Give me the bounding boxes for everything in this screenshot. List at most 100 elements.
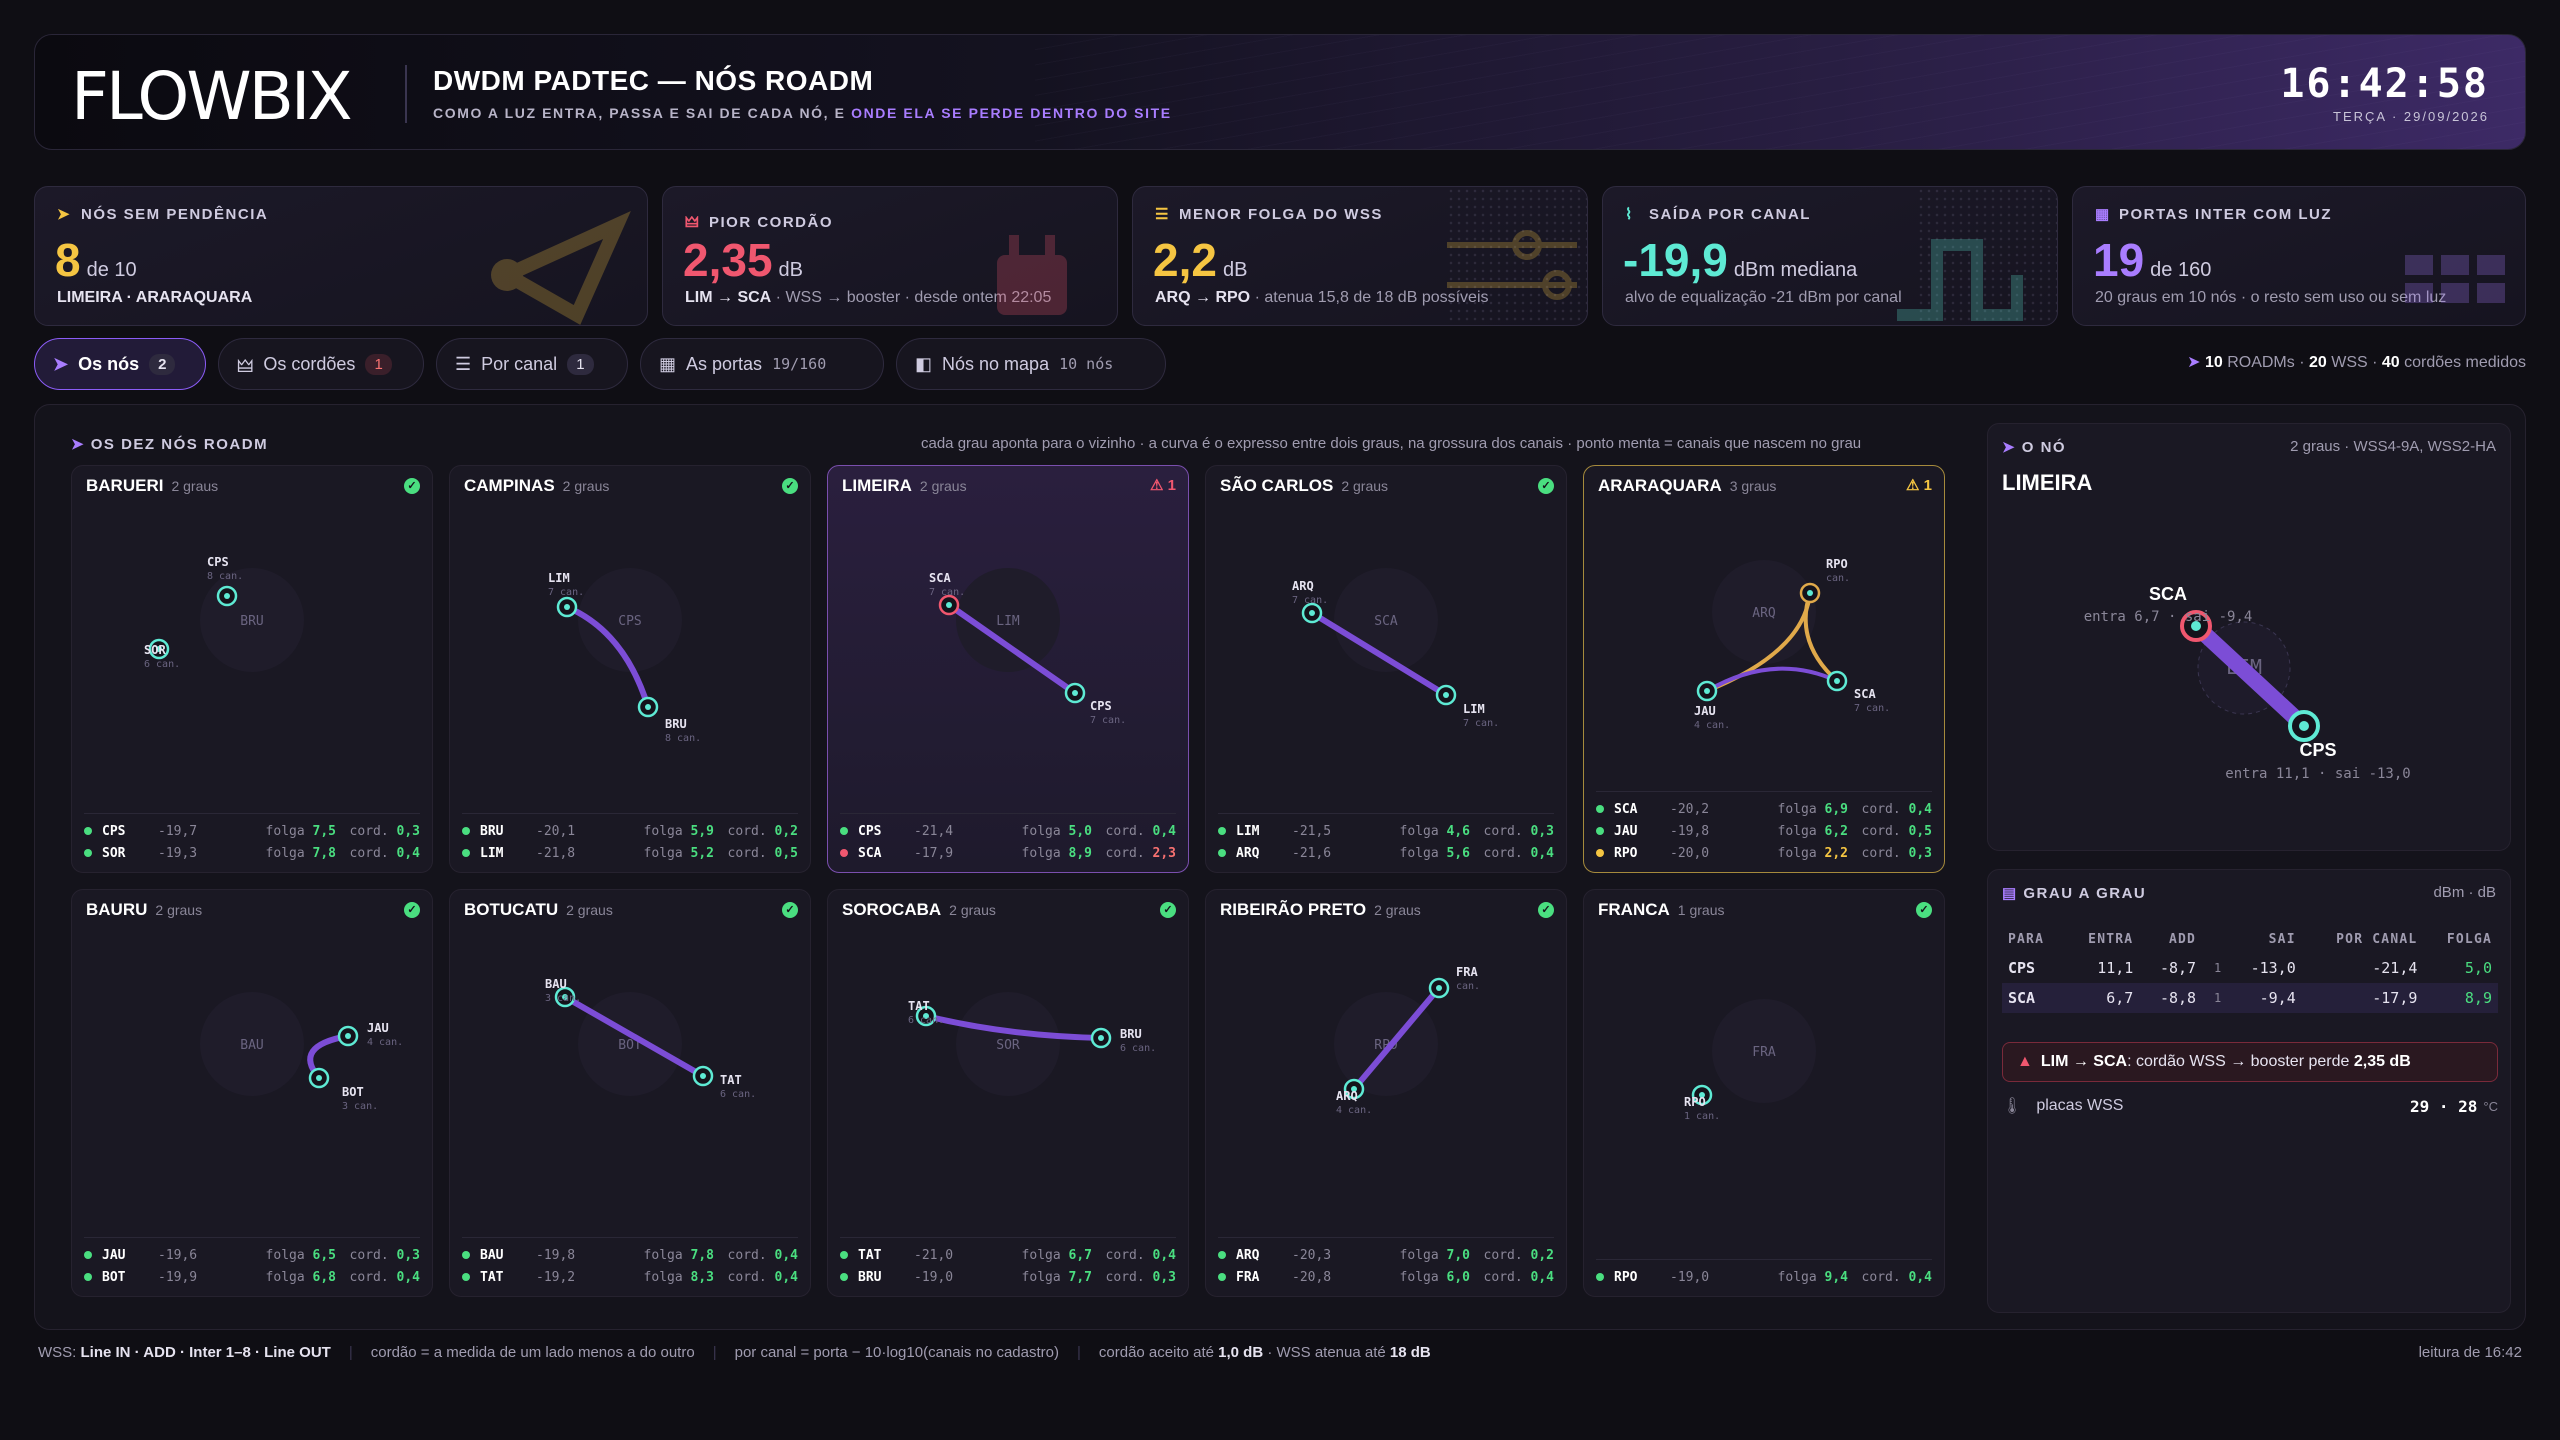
status-dot <box>840 1273 848 1281</box>
express-path <box>2188 618 2312 734</box>
kpi-ports-with-light[interactable]: ▦ PORTAS INTER COM LUZ 19 de 160 20 graus … <box>2072 186 2526 326</box>
neighbor-code: TAT <box>858 1247 882 1263</box>
node-degrees: 2 graus <box>155 902 203 918</box>
level-value: -20,0 <box>1670 845 1710 861</box>
pulse-icon: ⌇ <box>1625 206 1634 223</box>
list-item[interactable]: JAU -19,6 folga 6,5 cord. 0,3 <box>84 1244 420 1266</box>
cord-alert[interactable]: ▲ LIM → SCA: cordão WSS → booster perde 2… <box>2002 1042 2498 1082</box>
level-value: -21,8 <box>536 845 576 861</box>
status-dot <box>462 1273 470 1281</box>
node-card-sca[interactable]: SÃO CARLOS 2 graus ✓ SCA ARQ 7 can. LIM 7 can. L… <box>1205 465 1567 873</box>
tab-nodes[interactable]: ➤ Os nós 2 <box>34 338 206 390</box>
node-card-bru[interactable]: BARUERI 2 graus ✓ BRU CPS 8 can. SOR 6 can. CPS -… <box>71 465 433 873</box>
node-card-bau[interactable]: BAURU 2 graus ✓ BAU JAU 4 can. BOT 3 can. JAU -19… <box>71 889 433 1297</box>
tab-per-channel[interactable]: ☰ Por canal 1 <box>436 338 628 390</box>
node-card-rpo[interactable]: RIBEIRÃO PRETO 2 graus ✓ RPO FRA can. ARQ 4 can… <box>1205 889 1567 1297</box>
neighbor-code: CPS <box>858 823 882 839</box>
status-dot <box>1218 1273 1226 1281</box>
level-value: -20,8 <box>1292 1269 1332 1285</box>
degree-port-dot <box>700 1073 706 1079</box>
node-card-cps[interactable]: CAMPINAS 2 graus ✓ CPS LIM 7 can. BRU 8 can. BRU… <box>449 465 811 873</box>
degree-channels: 8 can. <box>207 571 243 582</box>
node-card-arq[interactable]: ARARAQUARA 3 graus ⚠ 1 ARQ RPO can. JAU 4 can. S… <box>1583 465 1945 873</box>
tab-map[interactable]: ◧ Nós no mapa 10 nós <box>896 338 1166 390</box>
degree-port-dot <box>1699 1092 1705 1098</box>
margin: folga 5,2 <box>643 845 714 861</box>
node-degrees: 2 graus <box>566 902 613 918</box>
list-item[interactable]: BRU -20,1 folga 5,9 cord. 0,2 <box>462 820 798 842</box>
node-card-sor[interactable]: SOROCABA 2 graus ✓ SOR TAT 6 can. BRU 6 can. TAT… <box>827 889 1189 1297</box>
express-path <box>1351 985 1442 1092</box>
margin: folga 7,5 <box>265 823 336 839</box>
table-row[interactable]: CPS 11,1 -8,7 1 -13,0 -21,4 5,0 <box>2008 959 2492 977</box>
list-item[interactable]: TAT -19,2 folga 8,3 cord. 0,4 <box>462 1266 798 1288</box>
node-card-bot[interactable]: BOTUCATU 2 graus ✓ BOT BAU 3 can. TAT 6 can. BAU… <box>449 889 811 1297</box>
panel-unit: dBm · dB <box>2433 884 2496 901</box>
tab-cords[interactable]: 🜲 Os cordões 1 <box>218 338 424 390</box>
kpi-nodes-ok[interactable]: ➤ NÓS SEM PENDÊNCIA 8 de 10 LIMEIRA · ARAR… <box>34 186 648 326</box>
list-item[interactable]: FRA -20,8 folga 6,0 cord. 0,4 <box>1218 1266 1554 1288</box>
network-summary: ➤ 10 ROADMs · 20 WSS · 40 cordões medido… <box>2187 354 2526 371</box>
send-icon: ➤ <box>57 206 72 223</box>
main-panel: ➤ OS DEZ NÓS ROADM cada grau aponta para… <box>34 404 2526 1330</box>
list-item[interactable]: LIM -21,5 folga 4,6 cord. 0,3 <box>1218 820 1554 842</box>
degree-label: JAU <box>1694 704 1716 718</box>
degree-channels: 3 can. <box>342 1101 378 1112</box>
node-core-label: BOT <box>618 1038 642 1053</box>
degree-label: RPO <box>1826 557 1848 571</box>
kpi-output-per-channel[interactable]: ⌇ SAÍDA POR CANAL -19,9 dBm mediana alvo d… <box>1602 186 2058 326</box>
neighbor-code: RPO <box>1614 1269 1638 1285</box>
list-item[interactable]: CPS -19,7 folga 7,5 cord. 0,3 <box>84 820 420 842</box>
node-title: CAMPINAS <box>464 476 555 495</box>
tab-ports[interactable]: ▦ As portas 19/160 <box>640 338 884 390</box>
list-item[interactable]: CPS -21,4 folga 5,0 cord. 0,4 <box>840 820 1176 842</box>
node-title: BOTUCATU <box>464 900 559 919</box>
level-value: -20,2 <box>1670 801 1710 817</box>
list-item[interactable]: ARQ -21,6 folga 5,6 cord. 0,4 <box>1218 842 1554 864</box>
node-core-label: ARQ <box>1752 606 1776 621</box>
degree-label: CPS <box>207 555 229 569</box>
wss-temperature: 🌡 placas WSS 29 · 28 °C <box>2002 1096 2498 1116</box>
list-item[interactable]: BOT -19,9 folga 6,8 cord. 0,4 <box>84 1266 420 1288</box>
svg-text:FLOWBIX: FLOWBIX <box>71 59 351 129</box>
neighbor-code: JAU <box>1614 823 1638 839</box>
kpi-min-wss-margin[interactable]: ☰ MENOR FOLGA DO WSS 2,2 dB ARQ → RPO · at… <box>1132 186 1588 326</box>
degree-port-dot <box>345 1033 351 1039</box>
node-title: SOROCABA <box>842 900 942 919</box>
list-item[interactable]: SOR -19,3 folga 7,8 cord. 0,4 <box>84 842 420 864</box>
neighbor-code: CPS <box>102 823 126 839</box>
list-item[interactable]: LIM -21,8 folga 5,2 cord. 0,5 <box>462 842 798 864</box>
degree-port-dot <box>224 593 230 599</box>
cord-loss: cord. 0,4 <box>1861 1269 1932 1285</box>
margin: folga 8,3 <box>643 1269 714 1285</box>
node-core <box>578 568 682 672</box>
degree-channels: 7 can. <box>1292 595 1328 606</box>
ok-icon: ✓ <box>404 900 420 918</box>
send-icon: ➤ <box>71 436 86 453</box>
list-item[interactable]: SCA -17,9 folga 8,9 cord. 2,3 <box>840 842 1176 864</box>
node-core <box>1334 568 1438 672</box>
node-card-fra[interactable]: FRANCA 1 graus ✓ FRA RPO 1 can. RPO -19,0 folga … <box>1583 889 1945 1297</box>
node-name: BAURU 2 graus <box>86 900 202 920</box>
send-icon: ➤ <box>2187 354 2201 371</box>
degree-channels: can. <box>1826 573 1850 584</box>
list-item[interactable]: RPO -20,0 folga 2,2 cord. 0,3 <box>1596 842 1932 864</box>
list-item[interactable]: SCA -20,2 folga 6,9 cord. 0,4 <box>1596 798 1932 820</box>
table-row[interactable]: SCA 6,7 -8,8 1 -9,4 -17,9 8,9 <box>2002 983 2498 1013</box>
kpi-worst-cord[interactable]: 🜲 PIOR CORDÃO 2,35 dB LIM → SCA · WSS → bo… <box>662 186 1118 326</box>
node-diagram-panel: ➤ O NÓ 2 graus · WSS4-9A, WSS2-HA LIMEIR… <box>1987 423 2511 851</box>
node-card-lim[interactable]: LIMEIRA 2 graus ⚠ 1 LIM SCA 7 can. CPS 7 can. CP… <box>827 465 1189 873</box>
list-item[interactable]: BAU -19,8 folga 7,8 cord. 0,4 <box>462 1244 798 1266</box>
node-diagram: FRA RPO 1 can. <box>1684 999 1816 1122</box>
ok-icon: ✓ <box>1538 476 1554 494</box>
list-item[interactable]: TAT -21,0 folga 6,7 cord. 0,4 <box>840 1244 1176 1266</box>
list-item[interactable]: BRU -19,0 folga 7,7 cord. 0,3 <box>840 1266 1176 1288</box>
kpi-label: ▦ PORTAS INTER COM LUZ <box>2095 206 2333 223</box>
clock-time: 16:42:58 <box>2280 61 2489 107</box>
ok-icon: ✓ <box>782 476 798 494</box>
list-item[interactable]: RPO -19,0 folga 9,4 cord. 0,4 <box>1596 1266 1932 1288</box>
list-item[interactable]: ARQ -20,3 folga 7,0 cord. 0,2 <box>1218 1244 1554 1266</box>
cord-loss: cord. 0,3 <box>349 1247 420 1263</box>
list-item[interactable]: JAU -19,8 folga 6,2 cord. 0,5 <box>1596 820 1932 842</box>
clock: 16:42:58 TERÇA · 29/09/2026 <box>2280 61 2489 124</box>
